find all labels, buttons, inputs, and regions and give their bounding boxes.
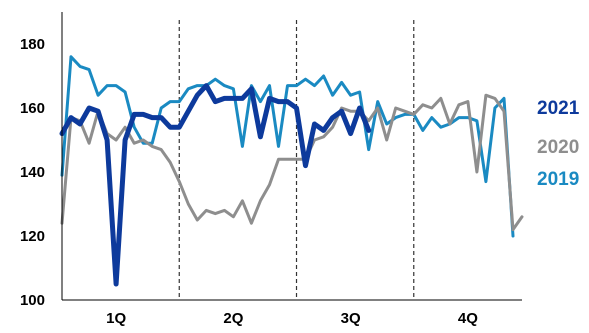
x-tick-label-2q: 2Q	[223, 310, 243, 327]
series-line-2019	[60, 55, 515, 238]
x-tick-label-3q: 3Q	[341, 310, 361, 327]
axes	[61, 12, 522, 301]
y-tick-label: 140	[20, 164, 45, 181]
legend: 2021 2020 2019	[537, 98, 580, 190]
y-tick-label: 160	[20, 100, 45, 117]
y-tick-labels: 100 120 140 160 180	[20, 36, 45, 309]
x-tick-label-4q: 4Q	[458, 310, 478, 327]
legend-entry-2021: 2021	[537, 98, 580, 119]
y-tick-label: 100	[20, 292, 45, 309]
x-tick-label-1q: 1Q	[106, 310, 126, 327]
series-lines	[59, 55, 524, 287]
legend-entry-2020: 2020	[537, 137, 579, 158]
y-tick-label: 180	[20, 36, 45, 53]
x-tick-labels: 1Q 2Q 3Q 4Q	[106, 310, 478, 327]
y-tick-label: 120	[20, 228, 45, 245]
legend-entry-2019: 2019	[537, 169, 579, 190]
series-line-2021	[59, 83, 372, 287]
series-line-2020	[60, 93, 524, 232]
